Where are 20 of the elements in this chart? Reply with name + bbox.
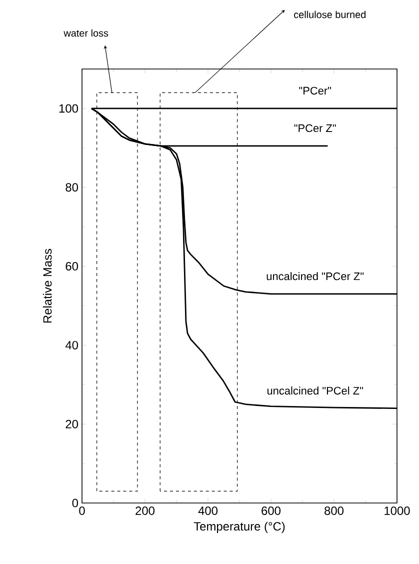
- y-tick-label: 20: [66, 420, 78, 428]
- series-label: "PCer": [299, 86, 332, 95]
- y-axis-title: Relative Mass: [42, 248, 52, 323]
- series-label: uncalcined "PCel Z": [267, 386, 363, 395]
- x-tick-label: 800: [324, 506, 344, 515]
- y-tick-label: 0: [72, 498, 78, 508]
- y-tick-label: 100: [59, 104, 78, 113]
- series-label: uncalcined "PCer Z": [266, 272, 364, 280]
- series-label: "PCer Z": [294, 124, 336, 132]
- text: water loss: [64, 29, 108, 37]
- y-tick-label: 80: [66, 183, 78, 192]
- x-tick-label: 600: [262, 506, 281, 515]
- x-tick-label: 0: [79, 506, 85, 515]
- x-tick-label: 1000: [384, 506, 410, 515]
- x-tick-label: 400: [198, 506, 218, 515]
- y-tick-label: 40: [65, 340, 78, 350]
- x-tick-label: 200: [136, 506, 155, 515]
- y-tick-label: 60: [66, 262, 78, 270]
- x-axis-title: Temperature (°C): [194, 522, 285, 533]
- text: cellulose burned: [294, 10, 366, 18]
